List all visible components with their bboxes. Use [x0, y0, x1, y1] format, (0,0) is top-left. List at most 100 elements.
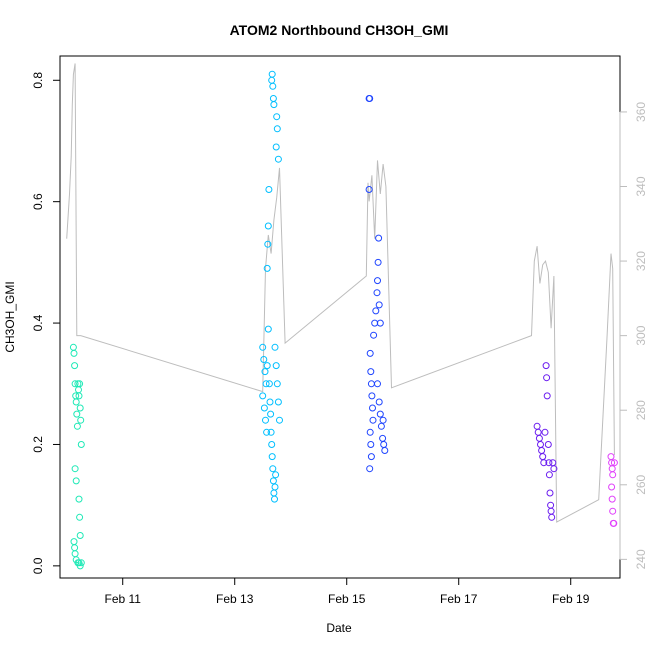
data-point — [367, 380, 375, 388]
secondary-series-line — [66, 63, 615, 523]
y-tick-label: 0.2 — [31, 436, 45, 453]
y-axis-label: CH3OH_GMI — [3, 281, 17, 352]
data-point — [270, 101, 278, 109]
data-point — [543, 374, 551, 382]
data-point — [76, 532, 84, 539]
chart-title: ATOM2 Northbound CH3OH_GMI — [230, 22, 449, 38]
data-point — [537, 441, 544, 448]
data-point — [609, 507, 617, 515]
data-point — [608, 495, 616, 503]
data-point — [542, 362, 550, 370]
data-point — [271, 495, 278, 503]
secondary-tick-label: 320 — [634, 251, 648, 271]
data-point — [75, 495, 83, 503]
data-point — [70, 349, 78, 357]
x-tick-label: Feb 15 — [328, 592, 366, 606]
data-point — [75, 386, 82, 394]
data-point — [545, 459, 553, 467]
data-point — [77, 441, 85, 448]
data-point — [76, 513, 84, 521]
y-tick-label: 0.8 — [31, 72, 45, 89]
data-point — [379, 416, 387, 424]
data-point — [260, 356, 268, 363]
data-point — [374, 380, 381, 388]
data-point — [268, 76, 276, 84]
data-point — [366, 428, 374, 436]
points-layer — [69, 70, 618, 570]
data-point — [377, 422, 385, 430]
data-point — [366, 95, 374, 102]
secondary-tick-label: 300 — [634, 325, 648, 345]
secondary-tick-label: 240 — [634, 549, 648, 569]
data-point — [379, 434, 387, 442]
data-point — [75, 559, 83, 567]
x-tick-label: Feb 19 — [552, 592, 590, 606]
data-point — [372, 307, 380, 315]
data-point — [269, 477, 277, 485]
data-point — [533, 422, 541, 430]
secondary-tick-label: 260 — [634, 474, 648, 494]
data-point — [268, 453, 276, 461]
data-point — [547, 507, 555, 515]
data-point — [264, 325, 272, 333]
data-point — [534, 428, 542, 436]
data-point — [375, 398, 383, 406]
data-point — [368, 392, 376, 400]
data-point — [366, 465, 374, 473]
data-point — [374, 277, 381, 285]
data-point — [73, 422, 81, 430]
data-point — [367, 453, 375, 461]
y-axis: 0.0 0.2 0.4 0.6 0.8 — [31, 72, 61, 574]
x-tick-label: Feb 11 — [104, 592, 141, 606]
data-point — [376, 410, 384, 418]
data-point — [610, 459, 618, 467]
data-point — [274, 155, 282, 163]
data-point — [366, 349, 374, 357]
data-point — [72, 477, 80, 485]
data-point — [367, 441, 375, 448]
data-point — [369, 404, 376, 412]
data-point — [77, 416, 85, 424]
data-point — [546, 489, 554, 497]
data-point — [608, 483, 616, 491]
secondary-line-layer — [66, 63, 615, 523]
data-point — [267, 410, 275, 418]
data-point — [375, 234, 383, 242]
data-point — [544, 441, 552, 448]
data-point — [374, 258, 382, 266]
data-point — [610, 519, 618, 527]
data-point — [369, 416, 377, 424]
data-point — [71, 550, 79, 558]
data-point — [538, 447, 546, 454]
data-point — [77, 559, 85, 567]
x-tick-label: Feb 13 — [216, 592, 254, 606]
secondary-y-axis: 240 260 280 300 320 340 360 — [619, 102, 648, 569]
secondary-tick-label: 360 — [634, 102, 648, 122]
data-point — [71, 362, 79, 370]
data-point — [376, 319, 384, 327]
data-point — [548, 513, 556, 521]
data-point — [76, 404, 84, 412]
data-point — [73, 410, 81, 418]
data-point — [549, 459, 557, 467]
data-point — [375, 301, 383, 309]
data-point — [268, 441, 276, 448]
data-point — [607, 453, 615, 461]
x-axis: Feb 11 Feb 13 Feb 15 Feb 17 Feb 19 — [104, 577, 590, 606]
data-point — [260, 404, 268, 412]
data-point — [259, 392, 267, 400]
data-point — [271, 343, 279, 351]
data-point — [263, 428, 271, 436]
data-point — [70, 538, 78, 546]
data-point — [539, 453, 547, 461]
data-point — [265, 380, 273, 388]
data-point — [274, 398, 282, 406]
data-point — [541, 428, 549, 436]
plot-frame — [59, 55, 621, 579]
data-point — [270, 489, 278, 497]
data-point — [72, 398, 80, 406]
x-tick-label: Feb 17 — [440, 592, 478, 606]
data-point — [262, 380, 270, 388]
y-tick-label: 0.0 — [31, 557, 45, 574]
